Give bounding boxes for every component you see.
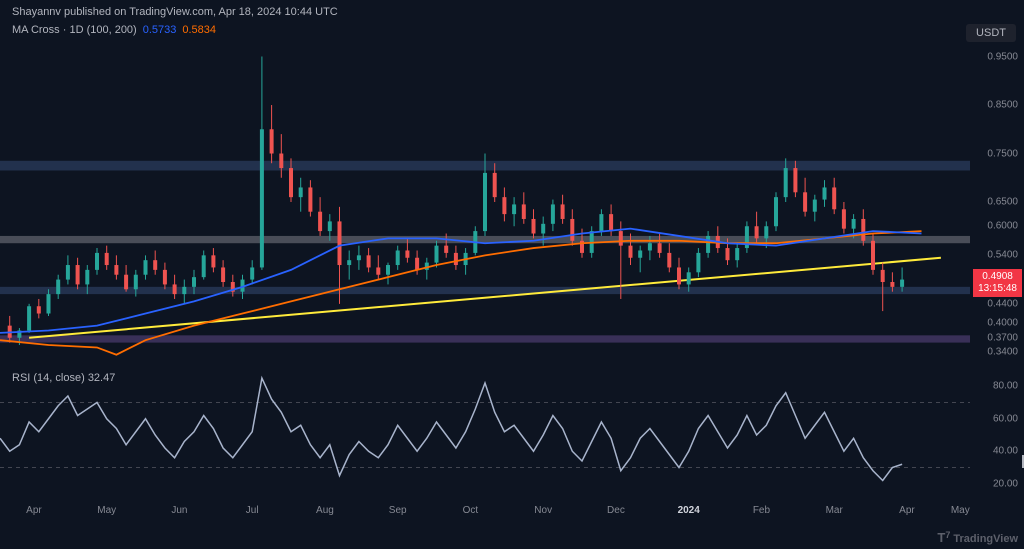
author-published: Shayannv published on TradingView.com, A… xyxy=(12,6,338,18)
current-price-tag: 0.490813:15:48 xyxy=(973,269,1022,297)
y-tick-label: 0.3400 xyxy=(987,347,1018,358)
time-x-axis[interactable]: Apr May Jun Jul Aug Sep Oct Nov Dec 2024 Feb Mar Apr… xyxy=(0,505,970,527)
ma100-value: 0.5733 xyxy=(143,24,177,36)
y-tick-label: 0.4400 xyxy=(987,298,1018,309)
x-tick-label: Mar xyxy=(826,505,843,516)
y-tick-label: 0.4000 xyxy=(987,318,1018,329)
indicator-label: MA Cross · 1D (100, 200) xyxy=(12,24,137,36)
price-y-axis[interactable]: 0.9500 0.8500 0.7500 0.6500 0.6000 0.5400 0.49… xyxy=(970,42,1024,362)
y-tick-label: 0.8500 xyxy=(987,100,1018,111)
x-tick-label: Dec xyxy=(607,505,625,516)
y-tick-label: 0.5400 xyxy=(987,250,1018,261)
rsi-y-tick: 80.00 xyxy=(993,381,1018,392)
countdown-timer: 13:15:48 xyxy=(978,283,1017,295)
rsi-y-tick: 20.00 xyxy=(993,478,1018,489)
quote-currency-badge: USDT xyxy=(966,24,1016,42)
main-price-chart[interactable] xyxy=(0,42,970,362)
rsi-y-tick: 60.00 xyxy=(993,413,1018,424)
tradingview-watermark: T7 TradingView xyxy=(937,530,1018,545)
x-tick-label: Nov xyxy=(534,505,552,516)
x-tick-label: Oct xyxy=(463,505,479,516)
rsi-chart[interactable] xyxy=(0,370,970,500)
y-tick-label: 0.6500 xyxy=(987,197,1018,208)
x-tick-label: May xyxy=(951,505,970,516)
x-tick-label: May xyxy=(97,505,116,516)
x-tick-label: Aug xyxy=(316,505,334,516)
ma200-value: 0.5834 xyxy=(182,24,216,36)
y-tick-label: 0.9500 xyxy=(987,51,1018,62)
x-tick-label: Jul xyxy=(246,505,259,516)
y-tick-label: 0.3700 xyxy=(987,332,1018,343)
rsi-y-axis[interactable]: 80.0060.0040.0020.00RSI32.47 xyxy=(970,370,1024,500)
x-tick-label: 2024 xyxy=(678,505,700,516)
x-tick-label: Apr xyxy=(899,505,915,516)
y-tick-label: 0.7500 xyxy=(987,148,1018,159)
rsi-y-tick: 40.00 xyxy=(993,446,1018,457)
x-tick-label: Apr xyxy=(26,505,42,516)
x-tick-label: Sep xyxy=(389,505,407,516)
current-price-value: 0.4908 xyxy=(978,271,1017,283)
chart-header: Shayannv published on TradingView.com, A… xyxy=(12,6,338,36)
x-tick-label: Feb xyxy=(753,505,770,516)
y-tick-label: 0.6000 xyxy=(987,221,1018,232)
x-tick-label: Jun xyxy=(171,505,187,516)
